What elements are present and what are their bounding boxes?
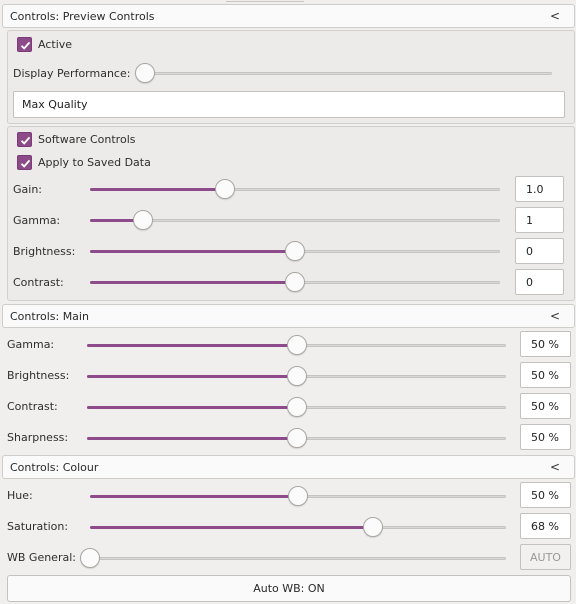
display-performance-slider[interactable]: [135, 62, 552, 84]
main-gamma-slider[interactable]: [87, 334, 506, 356]
hue-value[interactable]: 50 %: [520, 482, 571, 508]
hue-slider[interactable]: [90, 485, 506, 507]
active-checkbox[interactable]: Active: [17, 37, 72, 52]
slider-thumb[interactable]: [80, 548, 100, 568]
apply-saved-data-checkbox[interactable]: Apply to Saved Data: [17, 155, 151, 170]
slider-track: [145, 72, 552, 75]
main-contrast-slider[interactable]: [87, 396, 506, 418]
slider-fill: [87, 406, 297, 409]
slider-fill: [90, 281, 295, 284]
gamma-label: Gamma:: [13, 214, 61, 227]
slider-thumb[interactable]: [286, 428, 307, 448]
main-gamma-value[interactable]: 50 %: [520, 331, 571, 357]
gain-label: Gain:: [13, 183, 42, 196]
gain-slider[interactable]: [90, 178, 500, 200]
brightness-label: Brightness:: [13, 245, 76, 258]
saturation-label: Saturation:: [7, 520, 69, 533]
saturation-slider[interactable]: [90, 516, 506, 538]
slider-thumb[interactable]: [285, 272, 305, 292]
slider-thumb[interactable]: [286, 397, 307, 417]
check-icon: [17, 37, 32, 52]
colour-controls-header[interactable]: Controls: Colour <: [2, 455, 575, 479]
main-contrast-label: Contrast:: [7, 400, 58, 413]
preview-controls-title: Controls: Preview Controls: [10, 10, 155, 23]
top-strip: [0, 0, 576, 3]
active-label: Active: [38, 38, 73, 51]
gain-value[interactable]: 1.0: [515, 176, 564, 202]
check-icon: [17, 132, 32, 147]
wb-general-slider[interactable]: [80, 547, 506, 569]
slider-thumb[interactable]: [286, 366, 307, 386]
slider-fill: [90, 219, 144, 222]
software-controls-checkbox[interactable]: Software Controls: [17, 132, 135, 147]
contrast-slider[interactable]: [90, 271, 500, 293]
chevron-left-icon[interactable]: <: [549, 9, 560, 23]
slider-thumb[interactable]: [286, 335, 307, 355]
apply-saved-data-label: Apply to Saved Data: [38, 156, 151, 169]
chevron-left-icon[interactable]: <: [549, 460, 560, 474]
slider-fill: [90, 495, 298, 498]
main-gamma-label: Gamma:: [7, 338, 55, 351]
slider-fill: [87, 375, 297, 378]
slider-thumb[interactable]: [362, 517, 383, 537]
auto-wb-button[interactable]: Auto WB: ON: [7, 575, 571, 602]
slider-thumb[interactable]: [133, 210, 154, 230]
slider-fill: [90, 188, 226, 191]
main-controls-header[interactable]: Controls: Main <: [2, 304, 575, 328]
contrast-value[interactable]: 0: [515, 269, 564, 295]
slider-fill: [87, 344, 297, 347]
main-sharpness-slider[interactable]: [87, 427, 506, 449]
contrast-label: Contrast:: [13, 276, 64, 289]
software-controls-group: [7, 126, 575, 301]
main-sharpness-label: Sharpness:: [7, 431, 69, 444]
brightness-slider[interactable]: [90, 240, 500, 262]
saturation-value[interactable]: 68 %: [520, 513, 571, 539]
gamma-value[interactable]: 1: [515, 207, 564, 233]
wb-general-value: AUTO: [520, 544, 571, 570]
tab-edge: [226, 0, 304, 2]
brightness-value[interactable]: 0: [515, 238, 564, 264]
check-icon: [17, 155, 32, 170]
gamma-slider[interactable]: [90, 209, 500, 231]
slider-thumb[interactable]: [135, 63, 155, 83]
main-controls-title: Controls: Main: [10, 310, 89, 323]
quality-select[interactable]: Max Quality: [13, 91, 565, 118]
hue-label: Hue:: [7, 489, 33, 502]
chevron-left-icon[interactable]: <: [549, 309, 560, 323]
slider-thumb[interactable]: [215, 179, 236, 199]
slider-fill: [87, 437, 297, 440]
main-brightness-slider[interactable]: [87, 365, 506, 387]
software-controls-label: Software Controls: [38, 133, 136, 146]
main-brightness-label: Brightness:: [7, 369, 70, 382]
preview-controls-header[interactable]: Controls: Preview Controls <: [2, 4, 575, 28]
main-sharpness-value[interactable]: 50 %: [520, 424, 571, 450]
slider-thumb[interactable]: [288, 486, 308, 506]
main-contrast-value[interactable]: 50 %: [520, 393, 571, 419]
main-brightness-value[interactable]: 50 %: [520, 362, 571, 388]
colour-controls-title: Controls: Colour: [10, 461, 99, 474]
display-performance-label: Display Performance:: [13, 67, 131, 80]
slider-track: [90, 557, 506, 560]
wb-general-label: WB General:: [7, 551, 76, 564]
slider-fill: [90, 250, 295, 253]
slider-thumb[interactable]: [285, 241, 305, 261]
slider-fill: [90, 526, 373, 529]
